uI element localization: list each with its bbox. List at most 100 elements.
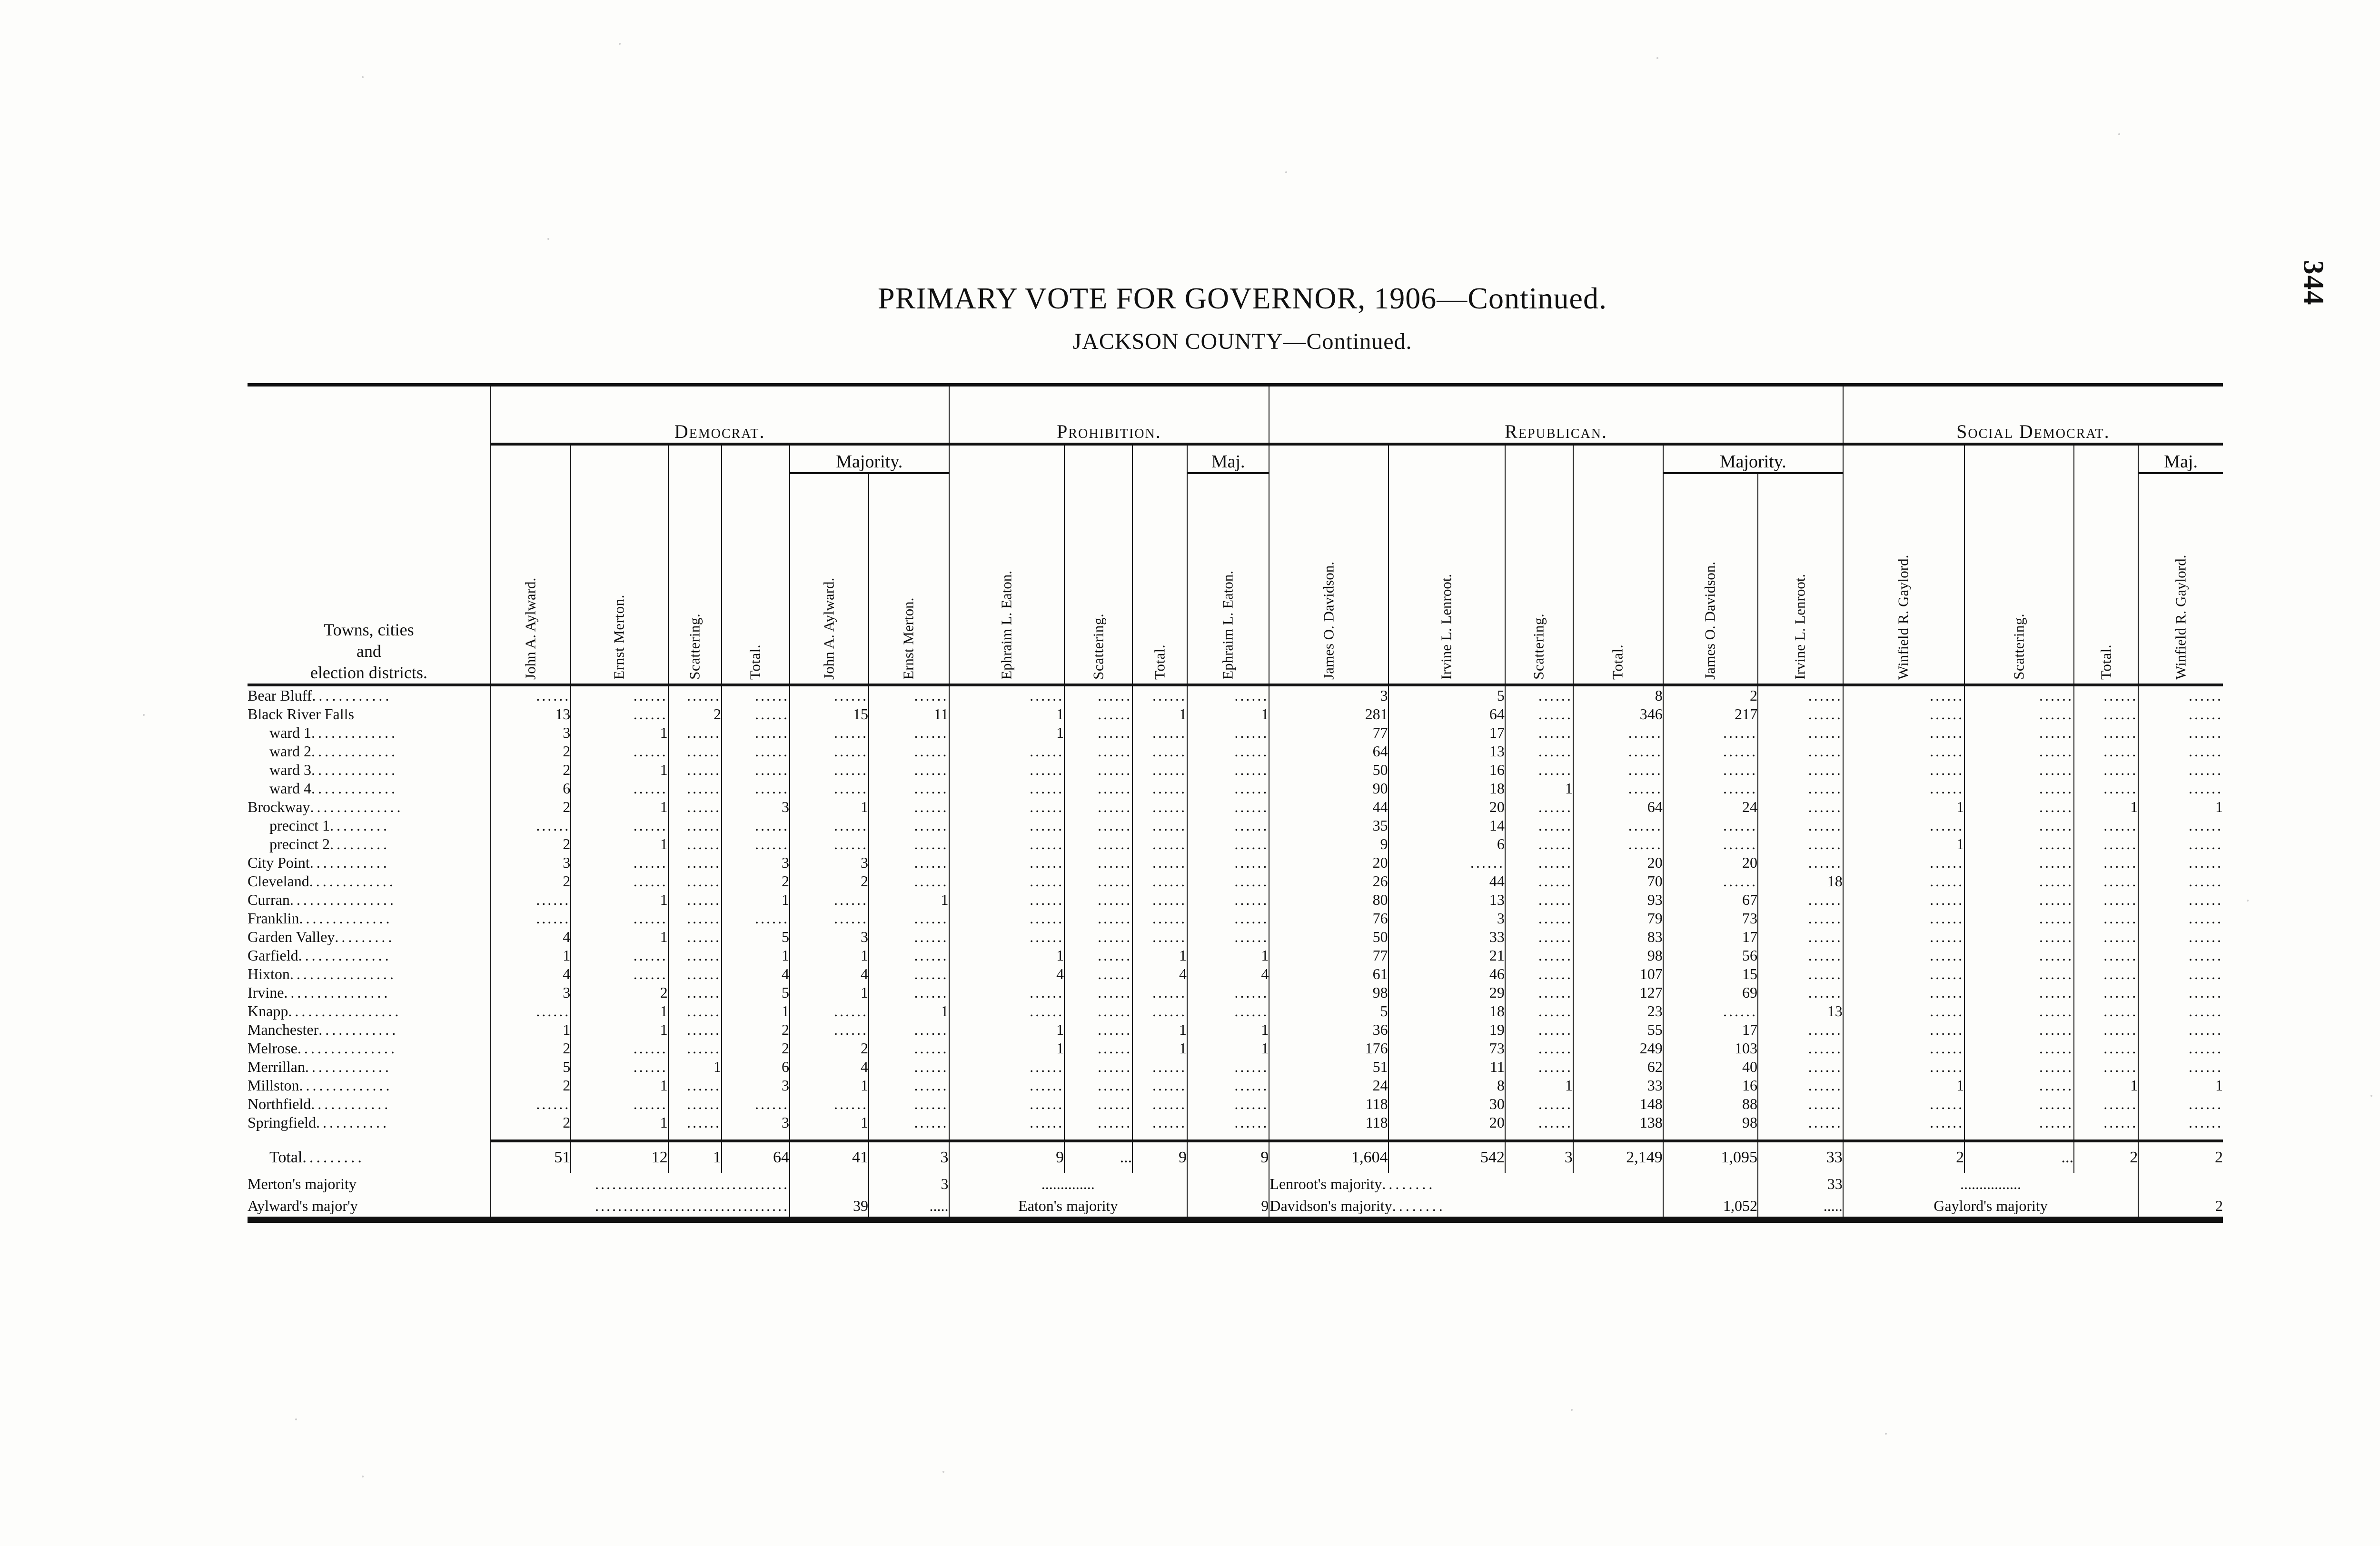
cell-empty: ...... [667,909,722,928]
scan-speckle [619,43,621,45]
col-dem-aylward-label: John A. Aylward. [522,577,539,680]
table-row: Springfield........... 2 1...... 3 1........… [248,1113,2223,1132]
table-row: Brockway.............. 2 1...... 3 1........… [248,798,2223,816]
cell-value: 1 [1504,779,1573,798]
cell-empty: ...... [1064,723,1133,742]
cell-empty: ...... [1187,685,1269,705]
cell-value: 1 [789,946,869,965]
cell-empty: ...... [1187,1058,1269,1076]
spanner-dem-majority: Majority. [789,444,949,474]
cell-value: 18 [1757,872,1843,891]
cell-value: 1 [1187,1021,1269,1039]
cell-empty: ...... [1964,1021,2074,1039]
cell-value: 217 [1662,705,1758,723]
group-republican: Republican. [1269,386,1843,446]
cell-empty: ...... [948,816,1065,835]
cell-empty: ...... [570,1058,668,1076]
cell-empty: ...... [1064,965,1133,983]
cell-value: 1 [1842,1076,1965,1095]
cell-empty: ...... [667,835,722,853]
scan-speckle [1885,1433,1887,1435]
cell-empty: ...... [1132,816,1188,835]
cell-value: 1 [948,1039,1065,1058]
cell-value: 1 [570,723,668,742]
scan-speckle [1656,57,1658,59]
cell-empty: ...... [2073,1058,2139,1076]
cell-empty: ...... [868,1039,949,1058]
cell-value: 3 [721,853,790,872]
cell-empty: ...... [667,1095,722,1113]
row-label: City Point............ [248,854,390,871]
col-sd-total-label: Total. [2097,644,2114,680]
stub-span-blank [248,444,491,473]
cell-empty: ...... [1842,685,1965,705]
prohibition-majority-value [1187,1173,1269,1195]
cell-value: 1 [570,798,668,816]
cell-empty: ...... [2073,761,2139,779]
cell-empty: ...... [2073,779,2139,798]
cell-empty: ...... [570,685,668,705]
cell-empty: ...... [1064,1113,1133,1132]
cell-empty: ...... [1662,742,1758,761]
cell-value: 98 [1269,983,1388,1002]
cell-value: 118 [1269,1113,1388,1132]
row-label: Franklin.............. [248,910,393,927]
cell-empty: ...... [948,798,1065,816]
cell-empty: ...... [2138,853,2223,872]
social-democrat-majority-value: 2 [2138,1195,2223,1219]
cell-empty: ...... [1064,909,1133,928]
cell-value: 51 [1269,1058,1388,1076]
col-dem-merton-label: Ernst Merton. [611,595,628,680]
col-sd-maj-gaylord-label: Winfield R. Gaylord. [2172,555,2189,680]
col-pro-scattering-label: Scattering. [1090,614,1107,680]
cell-empty: ...... [1187,835,1269,853]
gap-cell [2138,1132,2223,1141]
row-label: Manchester............ [248,1021,399,1038]
cell-empty: ...... [789,685,869,705]
cell-empty: ...... [1572,761,1663,779]
cell-empty: ...... [1757,1076,1843,1095]
cell-empty: ...... [1132,1058,1188,1076]
cell-empty: ...... [667,779,722,798]
cell-value: 26 [1269,872,1388,891]
cell-value: 80 [1269,891,1388,909]
cell-empty: ...... [1064,835,1133,853]
cell-empty: ...... [1572,723,1663,742]
cell-empty: ...... [1964,761,2074,779]
cell-empty: ...... [1964,928,2074,946]
majority-value-aylward [789,1173,869,1195]
cell-value: 1 [721,1002,790,1021]
col-dem-total: Total. [721,473,790,685]
cell-value: 2 [490,1076,571,1095]
row-label: Curran................ [248,891,397,908]
cell-value: 20 [1388,1113,1505,1132]
cell-empty: ...... [721,705,790,723]
cell-value: 64 [1388,705,1505,723]
row-label: ward 2............. [269,743,398,760]
cell-empty: ...... [667,872,722,891]
cell-empty: ...... [948,1113,1065,1132]
column-header-row: Towns, cities and election districts. Jo… [248,473,2223,685]
col-rep-davidson-label: James O. Davidson. [1320,562,1337,680]
cell-value: 1 [570,928,668,946]
cell-value: 8 [1572,685,1663,705]
total-cell-value: 9 [1187,1140,1269,1173]
cell-empty: ...... [721,816,790,835]
cell-empty: ...... [1187,798,1269,816]
cell-empty: ...... [667,946,722,965]
cell-value: 1 [570,835,668,853]
cell-value: 3 [721,1076,790,1095]
cell-empty: ...... [948,872,1065,891]
cell-empty: ...... [1132,779,1188,798]
cell-value: 83 [1572,928,1663,946]
total-cell-value: 9 [1132,1140,1188,1173]
table-row: Hixton................ 4............ 4 4...… [248,965,2223,983]
cell-value: 33 [1388,928,1505,946]
cell-value: 2 [490,1039,571,1058]
cell-empty: ...... [570,742,668,761]
cell-empty: ...... [1572,835,1663,853]
col-pro-eaton-label: Ephraim L. Eaton. [998,571,1015,680]
social-democrat-majority-value [2138,1173,2223,1195]
cell-empty: ...... [490,816,571,835]
